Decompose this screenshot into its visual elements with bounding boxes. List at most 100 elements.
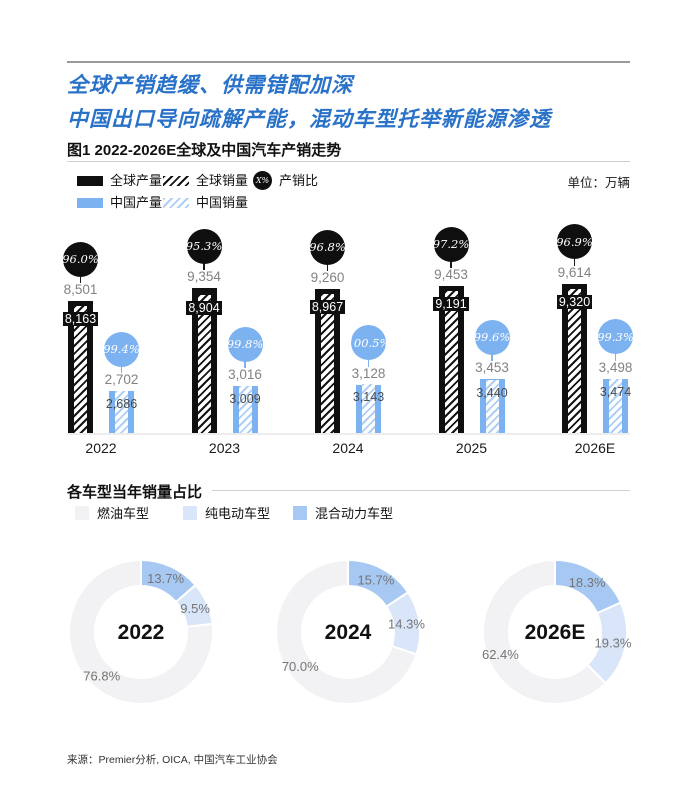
section2-divider [212, 490, 630, 491]
china-sales-value: 3,440 [476, 385, 508, 400]
global-ratio-stem [326, 263, 329, 272]
global-sales-value: 9,320 [556, 294, 593, 309]
donut-center-year: 2026E [525, 621, 586, 644]
legend-label-china-production: 中国产量 [110, 195, 163, 210]
production-sales-bar-chart: 8,501 8,163 96.0% 2,702 2,686 99.4% 2022 9,354 8… [62, 224, 634, 463]
year-label: 2026E [574, 440, 616, 456]
global-production-value: 9,260 [310, 270, 345, 286]
china-ratio-stem [244, 360, 246, 369]
global-production-value: 9,614 [557, 264, 592, 280]
title-divider [67, 161, 630, 162]
china-sales-value: 3,474 [599, 385, 632, 400]
china-ratio-stem [367, 358, 370, 367]
china-sales-bar [485, 379, 499, 433]
donut-segment-label-fuel: 70.0% [282, 659, 319, 674]
china-ratio-stem [491, 353, 493, 362]
headline: 全球产销趋缓、供需错配加深 中国出口导向疏解产能，混动车型托举新能源渗透 [67, 68, 630, 136]
x-axis-baseline [67, 433, 630, 435]
china-sales-bar [609, 379, 622, 433]
legend-swatch-global-sales [163, 176, 189, 186]
global-sales-bar [444, 290, 458, 433]
donut-segment-label-bev: 14.3% [388, 617, 425, 632]
global-sales-bar [197, 294, 211, 433]
headline-line-1: 全球产销趋缓、供需错配加深 [67, 72, 353, 97]
donut-segment-fuel [482, 558, 608, 705]
donut-center-year: 2024 [325, 621, 372, 644]
legend-swatch-hybrid [293, 506, 307, 520]
donut-segment-label-bev: 9.5% [180, 601, 210, 616]
china-sales-bar [238, 386, 252, 433]
donut-center-year: 2022 [118, 621, 165, 644]
donut-segment-label-hybrid: 18.3% [569, 575, 606, 590]
china-ratio-balloon: 99.8% [227, 326, 263, 362]
global-sales-value: 8,904 [186, 300, 222, 315]
section2-title: 各车型当年销量占比 [67, 484, 203, 501]
china-sales-value: 3,009 [229, 392, 261, 407]
china-ratio-balloon: 99.6% [474, 319, 510, 355]
donut-segment-label-fuel: 62.4% [482, 647, 519, 662]
china-sales-value: 2,686 [105, 397, 138, 412]
year-label: 2024 [332, 440, 364, 456]
china-ratio-balloon: 100.5% [347, 325, 390, 361]
legend-label-bev: 纯电动车型 [205, 506, 271, 521]
legend-swatch-global-production [77, 176, 103, 186]
donut-segment-label-bev: 19.3% [595, 635, 632, 650]
year-label: 2022 [85, 440, 117, 456]
source-note: 来源：Premier分析, OICA, 中国汽车工业协会 [67, 754, 278, 766]
china-ratio-stem [120, 365, 123, 374]
donut-segment-label-hybrid: 15.7% [357, 573, 394, 588]
global-ratio-stem [450, 260, 452, 269]
top-divider [67, 61, 630, 63]
global-sales-bar [321, 294, 334, 433]
legend-ratio-badge-icon: X% [253, 171, 272, 190]
china-sales-bar [115, 391, 128, 433]
global-ratio-balloon: 95.3% [186, 228, 222, 264]
global-ratio-balloon: 97.2% [433, 226, 469, 262]
donut-segment-fuel [275, 558, 418, 705]
china-production-value: 3,453 [475, 360, 509, 376]
global-sales-bar [74, 306, 87, 433]
donut-segment-label-fuel: 76.8% [83, 669, 120, 684]
legend-label-ratio: 产销比 [279, 173, 319, 188]
donut-chart-2022: 13.7% 9.5% 76.8% 2022 [68, 558, 214, 705]
china-ratio-balloon: 99.4% [103, 331, 140, 367]
china-production-value: 3,016 [228, 367, 262, 383]
legend-swatch-bev [183, 506, 197, 520]
global-production-value: 8,501 [63, 282, 98, 298]
legend-swatch-china-sales [163, 198, 189, 208]
donut-chart-2024: 15.7% 14.3% 70.0% 2024 [275, 558, 425, 705]
global-sales-bar [568, 288, 581, 433]
global-production-value: 9,354 [187, 269, 221, 284]
china-production-value: 3,128 [351, 365, 386, 381]
headline-line-2: 中国出口导向疏解产能，混动车型托举新能源渗透 [67, 106, 551, 131]
donut-legend: 燃油车型 纯电动车型 混合动力车型 [67, 505, 630, 523]
donut-chart-2026E: 18.3% 19.3% 62.4% 2026E [482, 558, 632, 705]
legend-label-fuel: 燃油车型 [97, 506, 150, 521]
legend-label-hybrid: 混合动力车型 [315, 506, 394, 521]
china-sales-bar [362, 384, 375, 433]
global-sales-value: 9,191 [433, 296, 469, 311]
china-ratio-balloon: 99.3% [597, 319, 634, 355]
global-ratio-balloon: 96.0% [62, 241, 99, 277]
donut-segment-fuel [68, 558, 214, 705]
china-ratio-stem [614, 352, 617, 361]
global-ratio-balloon: 96.9% [556, 224, 593, 260]
global-sales-value: 8,967 [309, 300, 346, 314]
legend-swatch-china-production [77, 198, 103, 208]
global-ratio-balloon: 96.8% [309, 229, 346, 265]
donut-segment-label-hybrid: 13.7% [147, 571, 184, 586]
legend-label-china-sales: 中国销量 [196, 195, 249, 210]
china-production-value: 2,702 [104, 372, 139, 388]
figure-title: 图1 2022-2026E全球及中国汽车产销走势 [67, 142, 342, 159]
global-ratio-stem [79, 275, 82, 284]
china-sales-value: 3,143 [352, 390, 385, 405]
unit-label: 单位：万辆 [567, 176, 630, 190]
global-ratio-stem [573, 257, 576, 266]
bar-chart-legend: 全球产量 全球销量 X% 产销比 中国产量 中国销量 [67, 170, 630, 216]
legend-label-global-sales: 全球销量 [196, 173, 249, 188]
legend-label-global-production: 全球产量 [110, 173, 163, 188]
year-label: 2025 [455, 440, 488, 456]
china-production-value: 3,498 [598, 359, 633, 375]
global-ratio-stem [203, 262, 205, 270]
